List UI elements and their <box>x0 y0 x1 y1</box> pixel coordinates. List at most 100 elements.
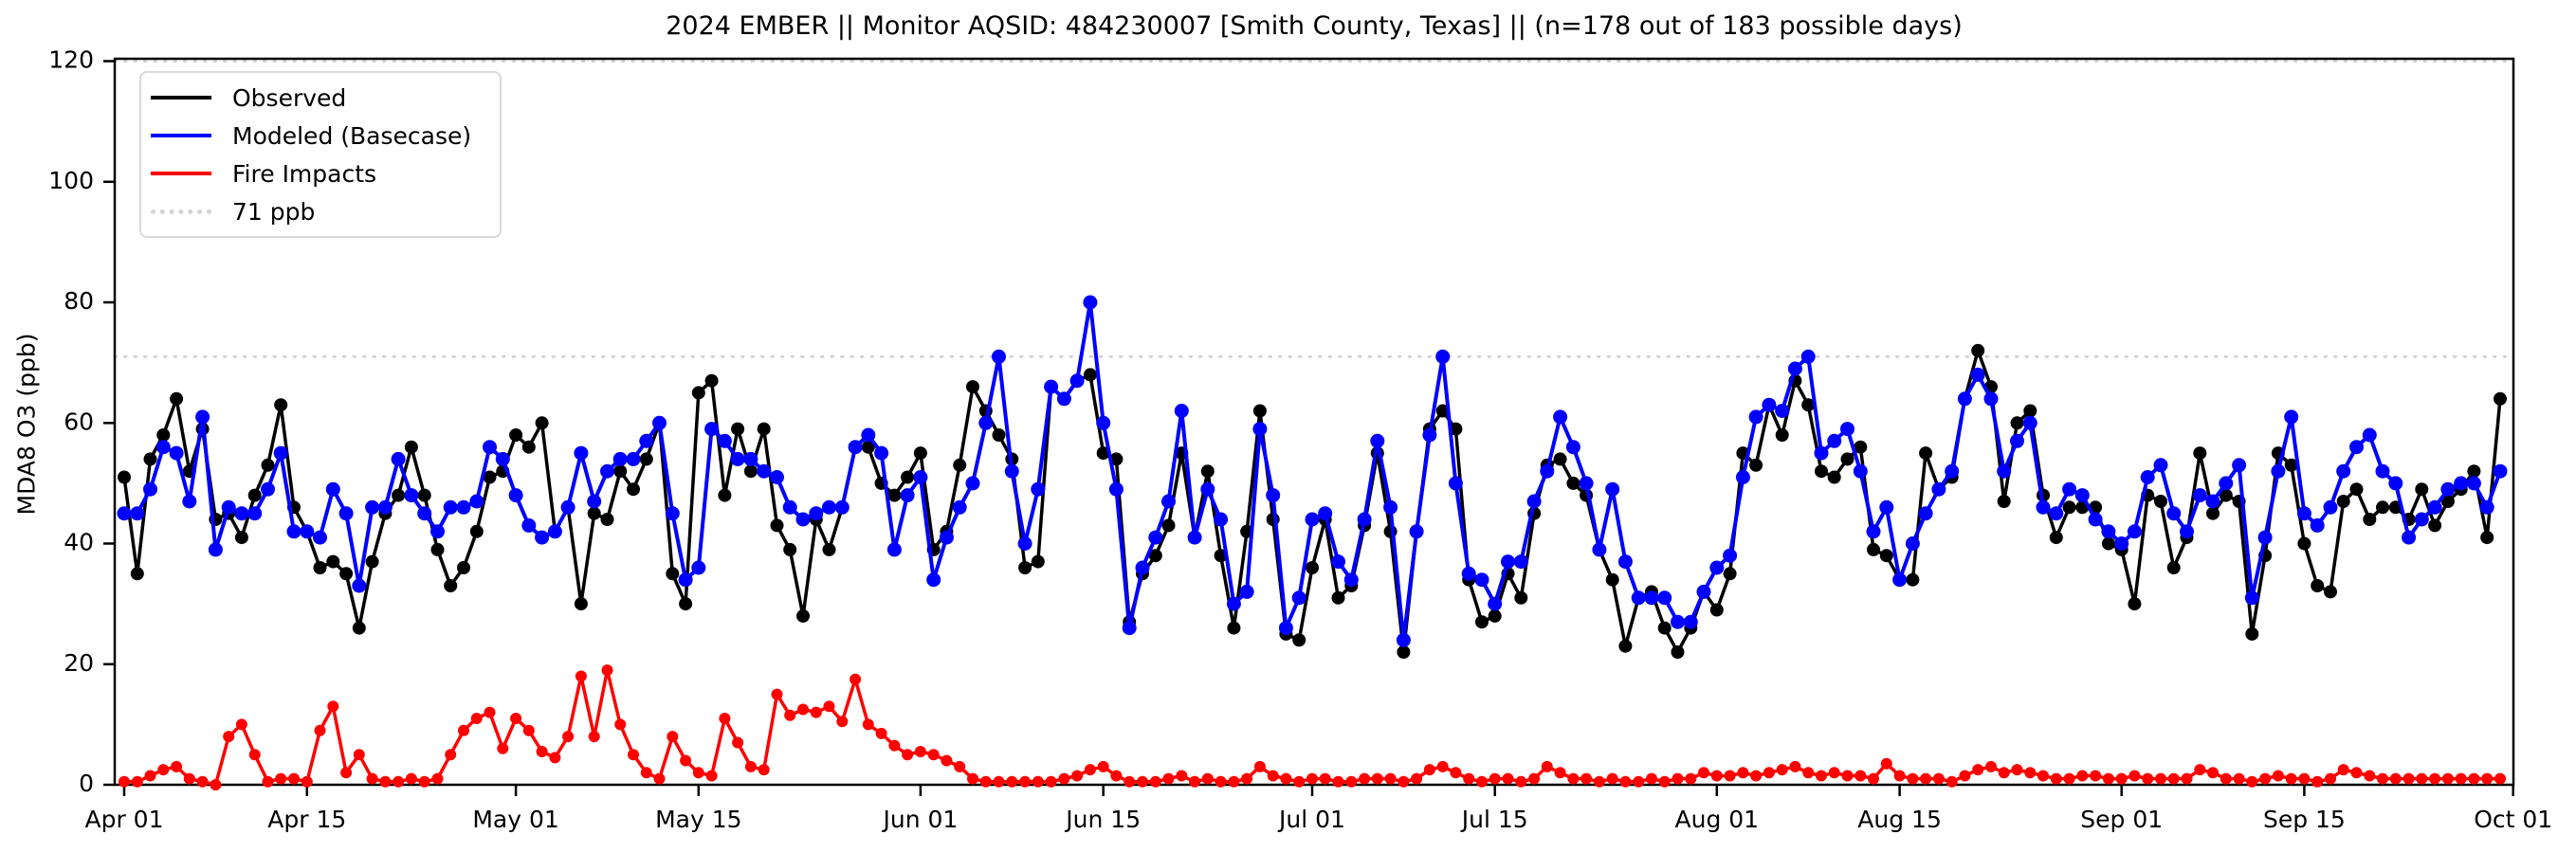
modeled-basecase-marker <box>2375 463 2390 479</box>
fire-impacts-marker <box>1019 775 1032 788</box>
fire-impacts-marker <box>2325 772 2336 785</box>
fire-impacts-marker <box>588 731 600 743</box>
modeled-basecase-marker <box>404 488 419 503</box>
observed-marker <box>2415 482 2429 497</box>
modeled-basecase-marker <box>1683 614 1698 629</box>
modeled-basecase-marker <box>286 524 301 539</box>
modeled-basecase-marker <box>730 451 745 466</box>
fire-impacts-marker <box>2298 772 2311 785</box>
observed-marker <box>953 458 967 472</box>
observed-marker <box>2062 500 2076 515</box>
fire-impacts-marker <box>888 739 901 752</box>
modeled-basecase-marker <box>678 572 693 588</box>
modeled-basecase-marker <box>1892 572 1908 588</box>
fire-impacts-marker <box>536 746 548 757</box>
fire-impacts-marker <box>248 749 261 761</box>
fire-impacts-marker <box>862 718 874 731</box>
modeled-basecase-marker <box>992 349 1006 364</box>
modeled-basecase-marker <box>1945 463 1960 479</box>
modeled-basecase-marker <box>2454 476 2469 491</box>
fire-impacts-marker <box>288 772 300 785</box>
observed-marker <box>2467 464 2481 479</box>
fire-impacts-marker <box>1854 770 1867 782</box>
modeled-basecase-marker <box>377 499 393 515</box>
fire-impacts-marker <box>1868 772 1879 785</box>
fire-impacts-marker <box>667 731 679 743</box>
fire-impacts-marker <box>2259 772 2272 785</box>
modeled-basecase-marker <box>600 463 614 479</box>
y-axis-label: MDA8 O3 (ppb) <box>12 333 41 516</box>
axes-frame <box>113 57 2515 787</box>
fire-impacts-marker <box>1750 770 1763 782</box>
modeled-basecase-marker <box>1135 560 1150 575</box>
fire-impacts-marker <box>719 713 731 724</box>
x-tick-label: Jun 01 <box>881 806 958 833</box>
fire-impacts-marker <box>2076 770 2089 782</box>
fire-impacts-marker <box>522 724 535 736</box>
observed-marker <box>1514 590 1528 605</box>
observed-marker <box>2245 626 2259 641</box>
fire-impacts-marker <box>875 727 887 739</box>
modeled-basecase-marker <box>535 530 550 545</box>
modeled-basecase-marker <box>430 524 445 539</box>
fire-impacts-marker <box>1724 770 1736 782</box>
x-tick-label: May 01 <box>472 806 558 833</box>
fire-impacts-marker <box>797 703 809 716</box>
modeled-basecase-marker <box>1997 463 2012 479</box>
fire-impacts-marker <box>993 775 1005 788</box>
observed-marker <box>1475 615 1489 629</box>
modeled-basecase-marker <box>547 524 562 539</box>
modeled-basecase-marker <box>978 415 994 430</box>
observed-marker <box>796 608 810 623</box>
observed-marker <box>339 567 354 581</box>
observed-marker <box>691 386 705 400</box>
modeled-basecase-marker <box>391 451 406 466</box>
modeled-basecase-marker <box>1174 404 1189 418</box>
y-tick-label: 80 <box>64 287 94 315</box>
observed-marker <box>2128 597 2142 611</box>
observed-marker <box>143 452 157 466</box>
modeled-basecase-marker <box>952 499 967 515</box>
fire-impacts-marker <box>1841 770 1854 782</box>
modeled-basecase-marker <box>639 433 654 448</box>
fire-impacts-marker <box>470 713 483 724</box>
observed-marker <box>365 554 379 569</box>
fire-impacts-marker <box>183 772 195 785</box>
legend: Observed Modeled (Basecase) Fire Impacts… <box>139 71 502 238</box>
modeled-basecase-marker <box>848 440 863 455</box>
observed-marker <box>1906 572 1920 587</box>
modeled-basecase-marker <box>1214 512 1229 527</box>
modeled-basecase-marker <box>2427 499 2442 515</box>
observed-marker <box>2311 579 2325 592</box>
fire-impacts-marker <box>2024 767 2037 779</box>
modeled-basecase-marker <box>338 506 354 521</box>
modeled-basecase-marker <box>417 506 432 521</box>
modeled-basecase-marker <box>1879 499 1894 515</box>
modeled-basecase-marker <box>691 560 706 575</box>
observed-marker <box>1227 621 1241 635</box>
x-tick-label: Sep 15 <box>2263 806 2346 833</box>
modeled-basecase-marker <box>1723 548 1738 563</box>
fire-impacts-marker <box>1515 775 1527 788</box>
modeled-basecase-marker <box>1840 422 1854 437</box>
modeled-basecase-marker <box>1827 433 1842 448</box>
fire-impacts-marker <box>1763 767 1775 779</box>
threshold-line-swatch <box>151 209 211 214</box>
fire-impacts-marker <box>1201 772 1214 785</box>
x-tick-label: Sep 01 <box>2080 806 2163 833</box>
fire-impacts-marker <box>914 746 926 757</box>
modeled-basecase-marker <box>521 517 537 533</box>
modeled-basecase-marker <box>770 470 784 484</box>
fire-impacts-marker <box>1293 775 1306 788</box>
modeled-basecase-marker <box>1200 481 1215 497</box>
modeled-basecase-marker <box>182 494 197 509</box>
fire-impacts-marker <box>2389 772 2402 785</box>
modeled-basecase-marker <box>456 499 471 515</box>
modeled-basecase-marker <box>247 506 263 521</box>
modeled-basecase-marker <box>2114 536 2129 551</box>
modeled-basecase-marker <box>195 409 210 425</box>
modeled-basecase-marker <box>886 542 902 557</box>
fire-impacts-marker <box>2272 770 2284 782</box>
observed-marker <box>1723 567 1737 581</box>
modeled-basecase-marker <box>1108 481 1124 497</box>
